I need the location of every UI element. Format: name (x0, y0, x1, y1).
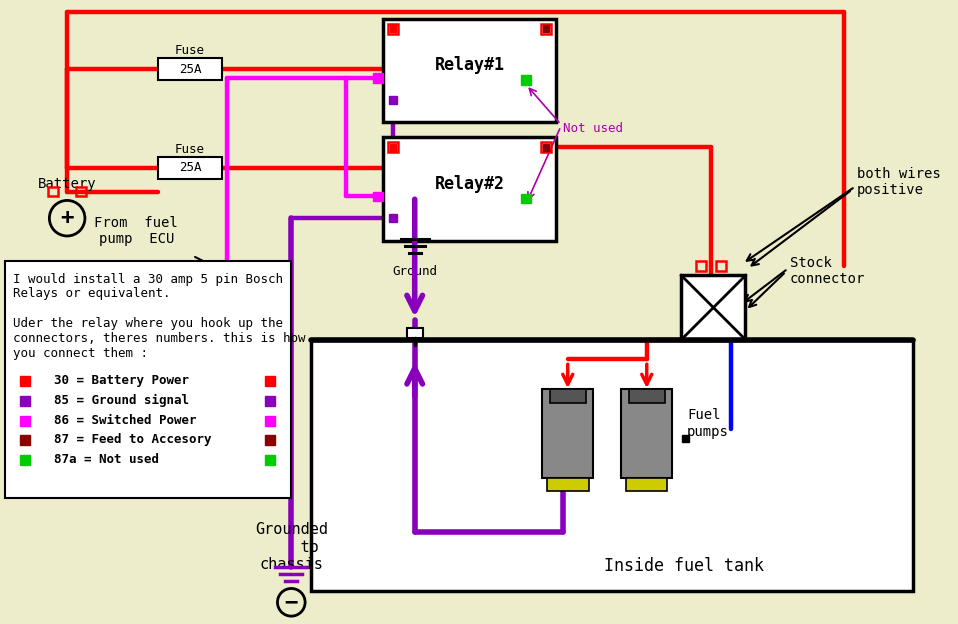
Text: 87 = Feed to Accesory: 87 = Feed to Accesory (38, 434, 211, 446)
Text: Fuse: Fuse (175, 44, 205, 57)
Text: −: − (285, 592, 298, 612)
Bar (264, 416, 275, 426)
Text: Relay#1: Relay#1 (435, 56, 505, 74)
Bar (629, 389, 665, 403)
Text: 25A: 25A (179, 62, 201, 76)
Text: Inside fuel tank: Inside fuel tank (604, 557, 764, 575)
Bar (521, 193, 532, 203)
Text: Uder the relay where you hook up the: Uder the relay where you hook up the (12, 317, 283, 330)
Text: Fuse: Fuse (175, 143, 205, 156)
Bar (542, 25, 550, 32)
Bar (264, 376, 275, 386)
Text: I would install a 30 amp 5 pin Bosch: I would install a 30 amp 5 pin Bosch (12, 273, 283, 286)
Bar (542, 389, 593, 478)
Text: Stock
connector: Stock connector (790, 256, 865, 286)
Bar (76, 187, 86, 197)
Bar (388, 24, 398, 34)
Text: 25A: 25A (179, 162, 201, 174)
Bar (158, 157, 222, 178)
Bar (383, 19, 556, 122)
Bar (682, 435, 689, 442)
Bar (20, 455, 30, 465)
Bar (5, 261, 291, 497)
Bar (383, 137, 556, 241)
Bar (390, 144, 397, 150)
Bar (264, 436, 275, 446)
Text: Relay#2: Relay#2 (435, 175, 505, 193)
Bar (521, 75, 532, 85)
Bar (716, 261, 726, 271)
Bar (264, 396, 275, 406)
Text: 85 = Ground signal: 85 = Ground signal (38, 394, 189, 407)
Bar (407, 328, 422, 338)
Text: +: + (60, 208, 74, 228)
Bar (541, 142, 551, 152)
Text: 86 = Switched Power: 86 = Switched Power (38, 414, 196, 427)
Bar (311, 339, 913, 592)
Text: 30 = Battery Power: 30 = Battery Power (38, 374, 189, 388)
Bar (388, 142, 398, 152)
Bar (20, 376, 30, 386)
Bar (374, 192, 383, 202)
Bar (390, 25, 397, 32)
Text: Relays or equivalent.: Relays or equivalent. (12, 287, 171, 300)
Text: you connect them :: you connect them : (12, 346, 148, 359)
Bar (389, 214, 397, 222)
Text: 87a = Not used: 87a = Not used (38, 453, 158, 466)
Bar (550, 389, 585, 403)
Bar (49, 187, 58, 197)
Bar (374, 73, 383, 83)
Bar (696, 261, 706, 271)
Text: Fuel
pumps: Fuel pumps (687, 409, 729, 439)
Bar (541, 24, 551, 34)
Bar (158, 58, 222, 80)
Bar (20, 436, 30, 446)
Bar (542, 144, 550, 150)
Bar (389, 95, 397, 104)
Bar (621, 389, 673, 478)
Bar (264, 455, 275, 465)
Bar (547, 478, 588, 490)
Text: Not used: Not used (563, 122, 623, 135)
Text: Battery: Battery (37, 177, 97, 191)
Text: connectors, theres numbers. this is how: connectors, theres numbers. this is how (12, 332, 306, 344)
Bar (626, 478, 668, 490)
Text: From  fuel
pump  ECU: From fuel pump ECU (95, 217, 178, 246)
Bar (681, 275, 745, 339)
Text: Ground: Ground (392, 265, 437, 278)
Text: both wires
positive: both wires positive (857, 167, 941, 197)
Bar (20, 396, 30, 406)
Text: Grounded
    to
chassis: Grounded to chassis (255, 522, 328, 572)
Bar (20, 416, 30, 426)
